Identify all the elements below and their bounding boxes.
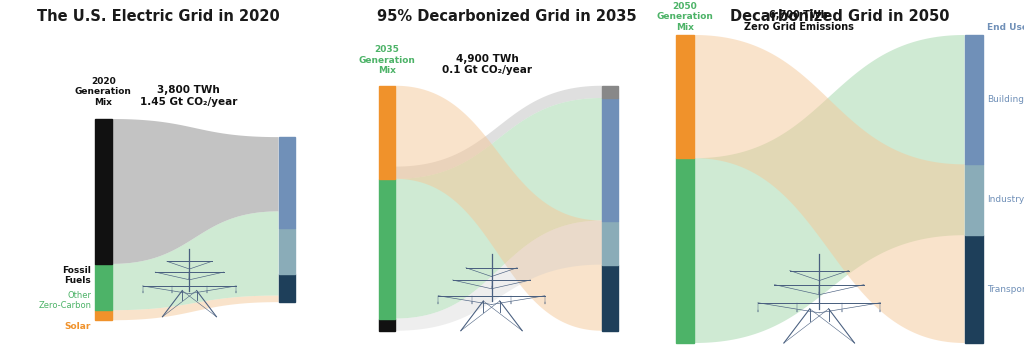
Bar <box>676 35 694 158</box>
Text: Industry: Industry <box>987 195 1024 204</box>
Polygon shape <box>395 220 602 331</box>
Text: Other
Zero-Carbon: Other Zero-Carbon <box>38 291 91 310</box>
Text: Fossil
Fuels: Fossil Fuels <box>62 266 91 285</box>
Bar <box>602 86 618 98</box>
Polygon shape <box>112 119 279 264</box>
Polygon shape <box>694 35 965 343</box>
Text: 2050
Generation
Mix: 2050 Generation Mix <box>656 2 714 31</box>
Text: 2020
Generation
Mix: 2020 Generation Mix <box>75 77 132 107</box>
Bar <box>676 158 694 343</box>
Polygon shape <box>395 86 602 331</box>
Bar <box>602 265 618 331</box>
Text: 6,700 TWh
Zero Grid Emissions: 6,700 TWh Zero Grid Emissions <box>743 10 854 32</box>
Text: Solar: Solar <box>65 322 91 331</box>
Bar <box>379 179 395 318</box>
Bar <box>379 318 395 331</box>
Polygon shape <box>395 98 602 318</box>
Polygon shape <box>112 211 279 310</box>
Bar <box>965 35 983 164</box>
Polygon shape <box>395 86 602 179</box>
Text: 2035
Generation
Mix: 2035 Generation Mix <box>358 46 416 75</box>
Text: Transportation: Transportation <box>987 285 1024 294</box>
Polygon shape <box>112 295 279 320</box>
Text: End Uses: End Uses <box>987 22 1024 32</box>
Text: Buildings: Buildings <box>987 95 1024 104</box>
Text: 3,800 TWh
1.45 Gt CO₂/year: 3,800 TWh 1.45 Gt CO₂/year <box>139 85 238 107</box>
Bar <box>965 164 983 235</box>
Bar <box>95 310 112 320</box>
Text: 95% Decarbonized Grid in 2035: 95% Decarbonized Grid in 2035 <box>377 9 637 24</box>
Polygon shape <box>694 35 965 343</box>
Bar <box>965 235 983 343</box>
Bar <box>602 220 618 265</box>
Bar <box>279 274 295 302</box>
Text: 4,900 TWh
0.1 Gt CO₂/year: 4,900 TWh 0.1 Gt CO₂/year <box>442 54 532 75</box>
Bar <box>95 264 112 310</box>
Bar <box>279 137 295 228</box>
Bar <box>602 98 618 220</box>
Bar <box>379 86 395 179</box>
Bar <box>279 228 295 274</box>
Bar <box>95 119 112 264</box>
Text: Decarbonized Grid in 2050: Decarbonized Grid in 2050 <box>730 9 949 24</box>
Text: The U.S. Electric Grid in 2020: The U.S. Electric Grid in 2020 <box>37 9 281 24</box>
